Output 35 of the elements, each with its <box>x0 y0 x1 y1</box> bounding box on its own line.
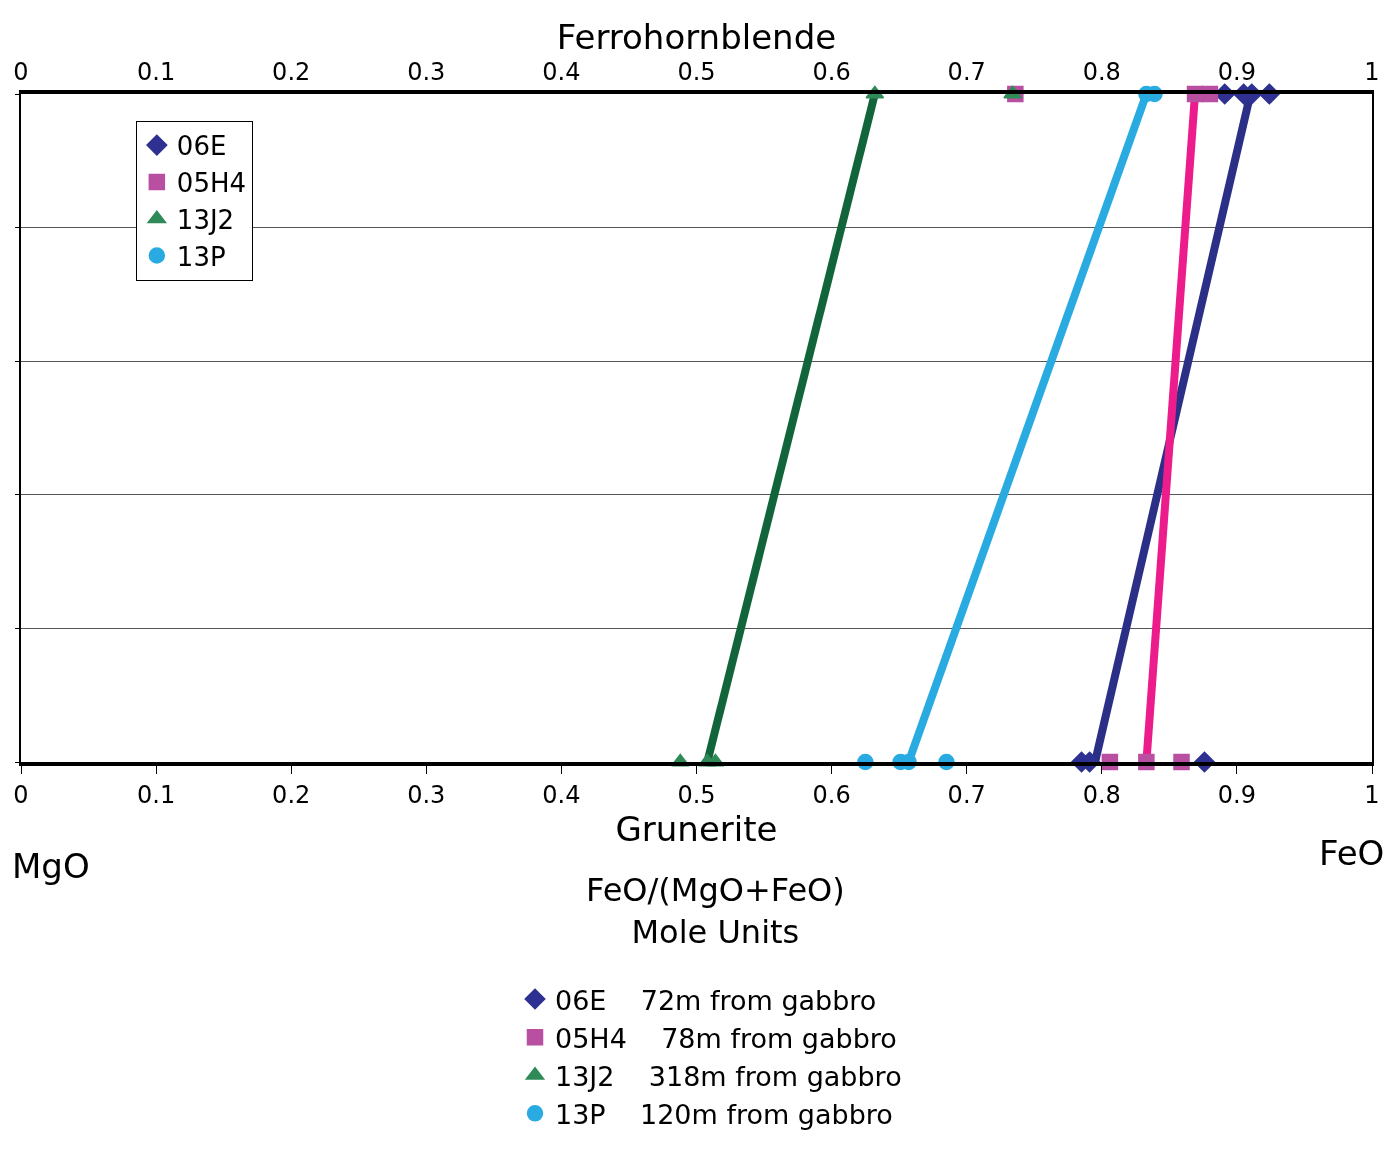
legend-label: 13P <box>176 241 226 272</box>
text: MgO <box>12 846 90 886</box>
x-tick-label: 0.8 <box>1082 58 1121 87</box>
text: FeO <box>1319 833 1385 873</box>
x2-tick-label: 0.4 <box>542 780 581 809</box>
x2-tick-label: 0 <box>13 780 29 809</box>
x-tick-label: 0.1 <box>137 58 176 87</box>
x-tick-label: 0.5 <box>677 58 716 87</box>
x-tick-label: 0 <box>13 58 29 87</box>
text: 06E 72m from gabbro <box>555 984 877 1016</box>
x-tick-label: 0.4 <box>542 58 581 87</box>
x2-tick-label: 1 <box>1364 780 1380 809</box>
x-tick-label: 1 <box>1364 58 1380 87</box>
x-tick-label: 0.3 <box>407 58 446 87</box>
x2-tick-label: 0.7 <box>947 780 986 809</box>
legend-label: 13J2 <box>176 204 235 235</box>
x2-tick-label: 0.3 <box>407 780 446 809</box>
legend-label: 06E <box>176 131 227 162</box>
x-tick-label: 0.9 <box>1217 58 1256 87</box>
x-tick-label: 0.6 <box>812 58 851 87</box>
x2-tick-label: 0.2 <box>272 780 311 809</box>
x2-tick-label: 0.9 <box>1217 780 1256 809</box>
x-tick-label: 0.7 <box>947 58 986 87</box>
x-axis-title: Grunerite <box>615 808 778 849</box>
text: 13J2 318m from gabbro <box>555 1060 902 1092</box>
x2-axis-title: Ferrohornblende <box>556 16 837 57</box>
legend-label: 05H4 <box>176 168 247 199</box>
x2-tick-label: 0.8 <box>1082 780 1121 809</box>
text: 13P 120m from gabbro <box>555 1098 893 1130</box>
x2-tick-label: 0.6 <box>812 780 851 809</box>
x2-tick-label: 0.5 <box>677 780 716 809</box>
text: 05H4 78m from gabbro <box>555 1022 897 1054</box>
text: FeO/(MgO+FeO) Mole Units <box>586 871 845 951</box>
x-tick-label: 0.2 <box>272 58 311 87</box>
x2-tick-label: 0.1 <box>137 780 176 809</box>
